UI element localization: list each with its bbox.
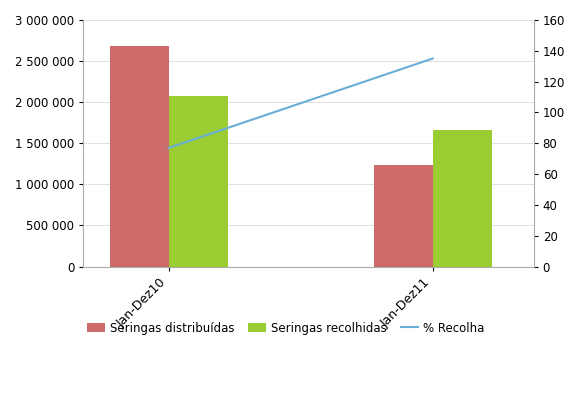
Bar (169, 96, 228, 267)
Bar (110, 46, 169, 267)
Legend: Seringas distribuídas, Seringas recolhidas, % Recolha: Seringas distribuídas, Seringas recolhid… (82, 317, 490, 339)
Bar (374, 166, 433, 267)
Bar (433, 130, 492, 267)
